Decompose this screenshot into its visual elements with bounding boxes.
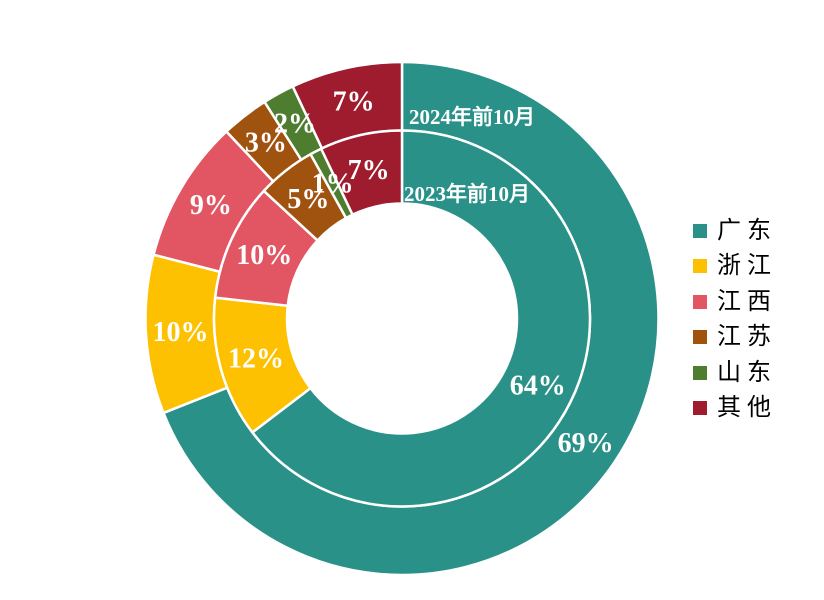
legend-item-other: 其 他 xyxy=(693,391,771,427)
donut-segment-2023年前10月-0[interactable] xyxy=(250,129,592,508)
segment-percentage-label: 64% xyxy=(510,370,566,401)
legend-swatch xyxy=(693,294,707,309)
legend-swatch xyxy=(693,223,707,238)
segment-percentage-label: 69% xyxy=(558,428,614,459)
ring-title-outer: 2024年前10月 xyxy=(409,105,535,129)
legend-item-zhejiang: 浙 江 xyxy=(693,249,771,285)
segment-percentage-label: 10% xyxy=(236,240,292,271)
segment-percentage-label: 7% xyxy=(348,155,390,186)
segment-percentage-label: 9% xyxy=(190,190,232,221)
legend-label: 广 东 xyxy=(717,217,771,244)
chart-legend: 广 东 浙 江 江 西 江 苏 山 东 其 他 xyxy=(693,213,771,426)
donut-segment-2023年前10月-5[interactable] xyxy=(319,129,404,217)
segment-percentage-label: 2% xyxy=(274,108,316,139)
legend-item-jiangsu: 江 苏 xyxy=(693,320,771,356)
segment-percentage-label: 7% xyxy=(333,86,375,117)
segment-percentage-label: 5% xyxy=(287,184,329,215)
legend-item-jiangxi: 江 西 xyxy=(693,284,771,320)
segment-percentage-label: 1% xyxy=(312,168,354,199)
segment-percentage-label: 10% xyxy=(152,317,208,348)
segment-percentage-label: 12% xyxy=(228,343,284,374)
legend-item-guangdong: 广 东 xyxy=(693,213,771,249)
ring-title-inner: 2023年前10月 xyxy=(404,182,530,206)
legend-swatch xyxy=(693,401,707,416)
legend-label: 其 他 xyxy=(717,395,771,422)
legend-item-shandong: 山 东 xyxy=(693,355,771,391)
legend-label: 浙 江 xyxy=(717,253,771,280)
segment-percentage-label: 3% xyxy=(245,128,287,159)
legend-swatch xyxy=(693,365,707,380)
legend-label: 山 东 xyxy=(717,359,771,386)
legend-swatch xyxy=(693,330,707,345)
legend-label: 江 苏 xyxy=(717,324,771,351)
legend-label: 江 西 xyxy=(717,288,771,315)
legend-swatch xyxy=(693,259,707,274)
